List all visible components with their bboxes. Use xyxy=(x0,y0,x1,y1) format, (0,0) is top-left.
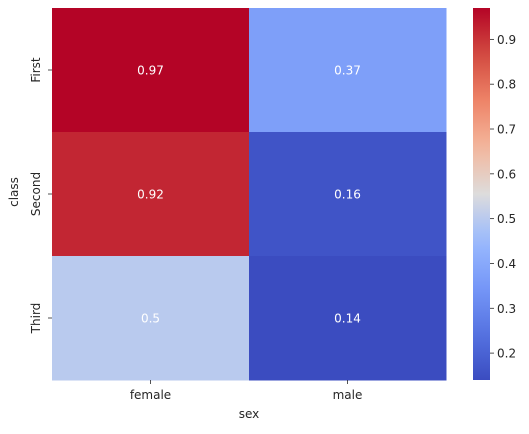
colorbar-tick-label: 0.8 xyxy=(497,78,516,92)
y-axis-label: class xyxy=(7,177,21,207)
colorbar-tick-label: 0.3 xyxy=(497,302,516,316)
heatmap-annotations: 0.97 0.37 0.92 0.16 0.5 0.14 xyxy=(137,64,361,326)
heatmap-cells xyxy=(52,8,447,381)
y-tick-label: Second xyxy=(29,172,43,216)
colorbar: 0.2 0.3 0.4 0.5 0.6 0.7 0.8 0.9 xyxy=(473,8,516,380)
heatmap-cell xyxy=(52,132,250,257)
x-axis-ticks: female male xyxy=(130,380,363,402)
cell-annotation: 0.92 xyxy=(137,188,164,202)
x-tick-label: male xyxy=(333,388,363,402)
colorbar-tick-label: 0.5 xyxy=(497,212,516,226)
cell-annotation: 0.5 xyxy=(141,312,160,326)
cell-annotation: 0.97 xyxy=(137,64,164,78)
heatmap-cell xyxy=(249,8,447,133)
cell-annotation: 0.14 xyxy=(334,312,361,326)
x-axis-label: sex xyxy=(239,407,260,421)
cell-annotation: 0.16 xyxy=(334,188,361,202)
colorbar-tick-label: 0.6 xyxy=(497,167,516,181)
y-tick-label: Third xyxy=(29,303,43,335)
cell-annotation: 0.37 xyxy=(334,64,361,78)
colorbar-tick-label: 0.2 xyxy=(497,347,516,361)
y-tick-label: First xyxy=(29,57,43,83)
colorbar-tick-label: 0.9 xyxy=(497,33,516,47)
heatmap-cell xyxy=(52,256,250,381)
y-axis-ticks: First Second Third xyxy=(29,57,52,334)
heatmap-cell xyxy=(249,256,447,381)
heatmap-cell xyxy=(52,8,250,133)
colorbar-tick-label: 0.4 xyxy=(497,257,516,271)
heatmap-cell xyxy=(249,132,447,257)
colorbar-tick-label: 0.7 xyxy=(497,123,516,137)
colorbar-gradient xyxy=(473,8,490,380)
x-tick-label: female xyxy=(130,388,171,402)
